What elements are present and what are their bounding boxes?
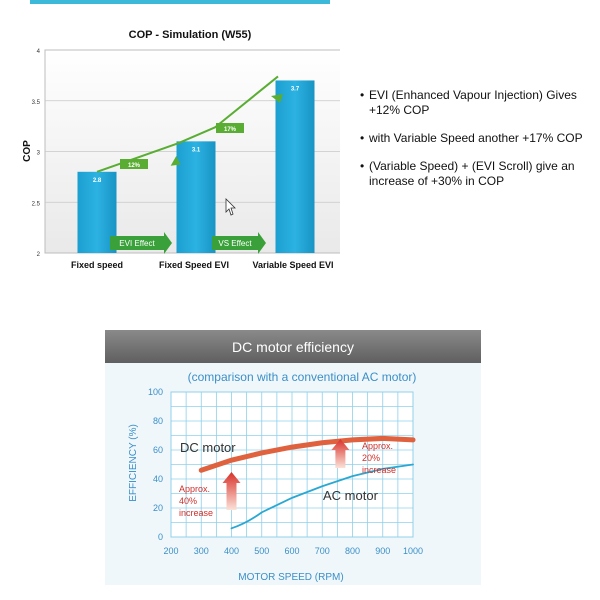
dc-x-tick: 1000: [403, 546, 423, 556]
cop-bar: [275, 80, 315, 253]
top-banner-strip: [0, 0, 600, 10]
cop-chart-title: COP - Simulation (W55): [129, 29, 252, 41]
cop-bar-value: 3.7: [291, 86, 300, 92]
cop-x-tick: Fixed speed: [71, 260, 123, 270]
dc-x-axis-label: MOTOR SPEED (RPM): [238, 572, 343, 583]
dc-x-tick: 700: [315, 546, 330, 556]
cop-growth-line: [96, 75, 279, 173]
cop-increase-badge: [120, 159, 148, 169]
cop-y-tick: 4: [37, 49, 41, 55]
increase-arrow-icon: [222, 472, 241, 510]
dc-x-tick: 900: [375, 546, 390, 556]
dc-x-tick: 800: [345, 546, 360, 556]
dc-header-bar: [105, 330, 481, 363]
bullet-variable-speed: with Variable Speed another +17% COP: [360, 131, 590, 146]
dc-header-title: DC motor efficiency: [232, 339, 354, 355]
dc-subtitle: (comparison with a conventional AC motor…: [188, 370, 417, 384]
dc-x-tick: 500: [254, 546, 269, 556]
cop-bar: [176, 141, 216, 253]
dc-y-axis-label: EFFICIENCY (%): [128, 424, 139, 502]
increase-arrow-icon: [331, 439, 350, 468]
cop-y-tick: 2: [37, 252, 41, 258]
bullet-list: EVI (Enhanced Vapour Injection) Gives +1…: [360, 88, 590, 202]
dc-y-tick: 0: [158, 532, 163, 542]
cop-bar-value: 3.1: [192, 147, 201, 153]
ac-motor-series-label: AC motor: [323, 488, 379, 503]
cop-increase-label: 17%: [224, 127, 237, 133]
cop-bar-value: 2.8: [93, 178, 102, 184]
dc-x-tick: 300: [194, 546, 209, 556]
cop-y-tick: 2.5: [32, 201, 41, 207]
cop-y-axis-label: COP: [22, 140, 33, 162]
dc-y-tick: 20: [153, 503, 163, 513]
cop-x-tick: Fixed Speed EVI: [159, 260, 229, 270]
cop-growth-arrowhead: [170, 156, 181, 166]
dc-annotation-line: Approx.: [362, 441, 393, 451]
dc-motor-line: [198, 435, 416, 473]
dc-x-tick: 400: [224, 546, 239, 556]
cop-chart: COP - Simulation (W55) 2 2.5 3 3.5 4 COP 2.8…: [22, 29, 340, 270]
cop-y-tick: 3.5: [32, 100, 41, 106]
dc-annotation-line: 20%: [362, 453, 380, 463]
dc-annotation-line: increase: [362, 465, 396, 475]
dc-annotation-line: 40%: [179, 496, 197, 506]
dc-y-tick: 40: [153, 474, 163, 484]
cop-y-tick: 3: [37, 151, 41, 157]
dc-y-tick: 100: [148, 387, 163, 397]
dc-annotation-line: Approx.: [179, 484, 210, 494]
dc-annotation-line: increase: [179, 508, 213, 518]
cop-effect-arrow: [212, 232, 266, 254]
cop-effect-arrow: [110, 232, 172, 254]
cop-increase-label: 12%: [128, 163, 141, 169]
dc-y-tick: 60: [153, 445, 163, 455]
dc-y-tick: 80: [153, 416, 163, 426]
dc-motor-efficiency-chart: DC motor efficiency (comparison with a c…: [105, 330, 481, 585]
dc-x-tick: 200: [163, 546, 178, 556]
cop-effect-label: EVI Effect: [119, 239, 155, 248]
cop-increase-badge: [216, 123, 244, 133]
cop-growth-arrowhead: [271, 94, 283, 103]
cop-x-tick: Variable Speed EVI: [252, 260, 333, 270]
dc-motor-series-label: DC motor: [180, 440, 236, 455]
ac-motor-line: [230, 463, 414, 530]
dc-x-tick: 600: [284, 546, 299, 556]
bullet-evi: EVI (Enhanced Vapour Injection) Gives +1…: [360, 88, 590, 118]
mouse-cursor-icon: [225, 198, 236, 216]
bullet-combined: (Variable Speed) + (EVI Scroll) give an …: [360, 159, 590, 189]
cop-effect-label: VS Effect: [218, 239, 252, 248]
